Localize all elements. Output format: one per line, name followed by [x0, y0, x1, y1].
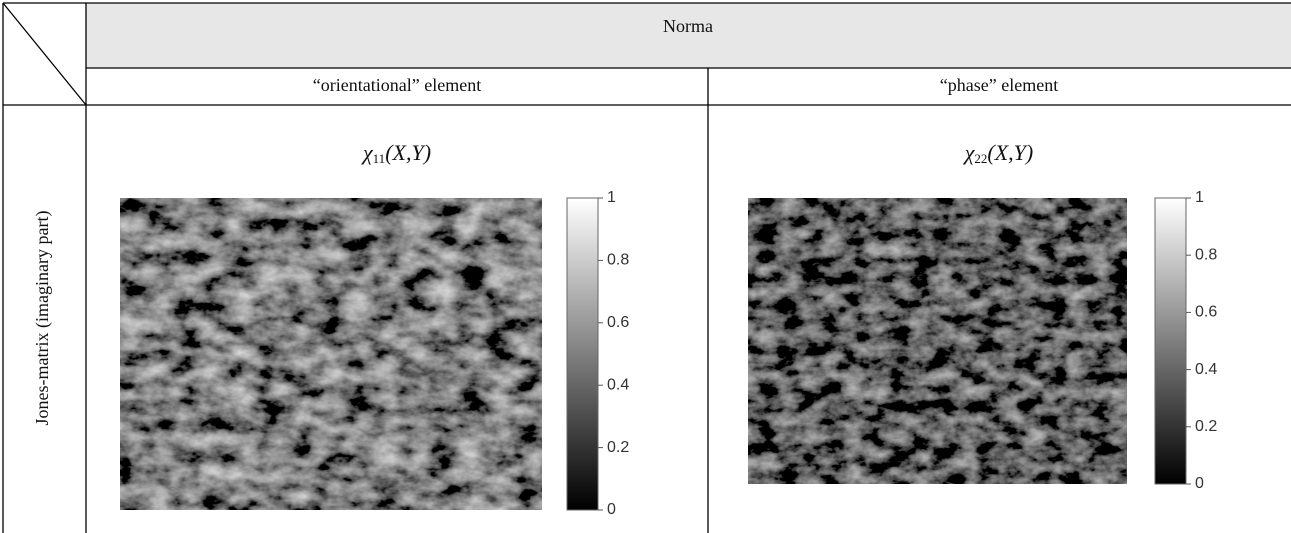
colorbar: [1155, 198, 1186, 484]
arguments: (X,Y): [987, 140, 1033, 165]
tick-label: 0.4: [1195, 361, 1217, 378]
tick-label: 0.2: [607, 439, 629, 456]
page: {"header": {"title": "Norma", "columns":…: [0, 0, 1291, 533]
tick-label: 0.2: [1195, 418, 1217, 435]
tick-label: 0.8: [607, 252, 629, 269]
tick-label: 0: [607, 501, 616, 518]
arguments: (X,Y): [385, 140, 431, 165]
column-header: “phase” element: [940, 75, 1058, 95]
header-title: Norma: [663, 16, 713, 36]
table: Norma “orientational” element “phase” el…: [0, 0, 1291, 533]
tick-label: 0.6: [1195, 304, 1217, 321]
map-image: [748, 198, 1127, 484]
tick-label: 0: [1195, 475, 1204, 492]
formula: χ11(X,Y): [361, 140, 431, 166]
column-header: “orientational” element: [313, 75, 481, 95]
tick-label: 0.4: [607, 376, 629, 393]
subscript: 22: [974, 151, 987, 166]
tick-label: 1: [607, 189, 616, 206]
map-image: [120, 198, 542, 510]
tick-label: 1: [1195, 189, 1204, 206]
formula: χ22(X,Y): [963, 140, 1034, 166]
tick-label: 0.6: [607, 314, 629, 331]
colorbar: [567, 198, 598, 510]
row-label: Jones-matrix (imaginary part): [32, 211, 53, 426]
subscript: 11: [373, 151, 386, 166]
tick-label: 0.8: [1195, 246, 1217, 263]
